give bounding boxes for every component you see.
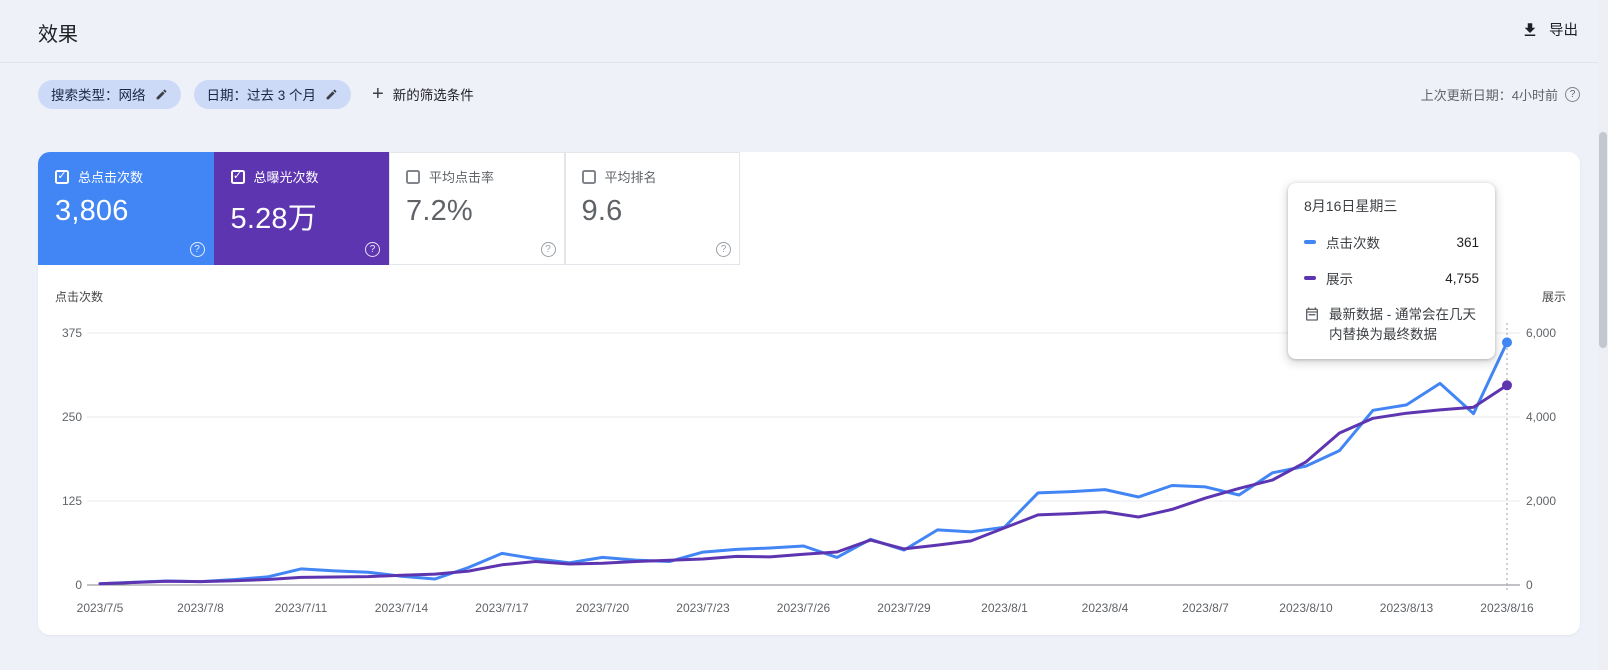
right-tick-label: 2,000: [1526, 494, 1556, 508]
performance-chart[interactable]: 0 125 250 375 0 2,000 4,000 6,000 2023/7/5 2023/7…: [38, 152, 1580, 635]
filter-chip-search-type[interactable]: 搜索类型：网络: [38, 79, 181, 109]
calendar-icon: [1304, 305, 1320, 344]
x-tick-label: 2023/8/13: [1380, 601, 1434, 615]
export-button[interactable]: 导出: [1521, 19, 1578, 40]
checkbox-total-impressions[interactable]: ✓: [230, 169, 245, 184]
card-average-ctr[interactable]: 平均点击率 7.2% ?: [389, 152, 565, 265]
question-circle-icon[interactable]: ?: [365, 242, 380, 257]
filter-chip-date-range[interactable]: 日期：过去 3 个月: [193, 79, 352, 109]
x-tick-label: 2023/8/4: [1082, 601, 1129, 615]
card-total-impressions[interactable]: ✓ 总曝光次数 5.28万 ?: [213, 152, 389, 265]
checkbox-average-ctr[interactable]: [406, 169, 420, 184]
x-tick-label: 2023/8/1: [981, 601, 1028, 615]
vertical-scrollbar[interactable]: [1598, 0, 1608, 670]
download-icon: [1521, 21, 1539, 39]
x-tick-label: 2023/7/5: [77, 601, 124, 615]
card-value: 9.6: [581, 195, 623, 227]
export-label: 导出: [1549, 23, 1578, 39]
question-circle-icon[interactable]: ?: [1565, 86, 1580, 102]
card-average-position[interactable]: 平均排名 9.6 ?: [564, 152, 740, 265]
chip-label: 日期：过去 3 个月: [206, 88, 317, 103]
filter-row: 搜索类型：网络 日期：过去 3 个月 + 新的筛选条件 上次更新日期：4小时前 …: [38, 79, 1580, 109]
card-value: 7.2%: [406, 195, 473, 227]
left-tick-label: 375: [62, 326, 82, 340]
metric-cards: ✓ 总点击次数 3,806 ? ✓ 总曝光次数 5.28万 ? 平均点击率 7.…: [38, 152, 740, 265]
hover-dot: [1502, 337, 1512, 348]
x-tick-label: 2023/7/14: [375, 601, 429, 615]
card-label: 总曝光次数: [253, 170, 319, 185]
card-label: 平均点击率: [429, 170, 495, 185]
left-tick-label: 125: [62, 494, 82, 508]
left-tick-label: 0: [75, 578, 82, 592]
question-circle-icon[interactable]: ?: [189, 242, 205, 257]
x-tick-label: 2023/8/16: [1480, 601, 1534, 615]
impressions-legend-dash: [1304, 276, 1316, 280]
clicks-line: [98, 340, 1509, 586]
x-tick-label: 2023/8/10: [1279, 601, 1333, 615]
x-tick-label: 2023/7/17: [475, 601, 529, 615]
tooltip-note: 最新数据 - 通常会在几天内替换为最终数据: [1304, 305, 1479, 344]
card-label: 总点击次数: [78, 170, 144, 185]
header-divider: [0, 62, 1608, 63]
x-tick-label: 2023/7/20: [576, 601, 630, 615]
x-tick-label: 2023/7/26: [777, 601, 831, 615]
card-value: 3,806: [55, 195, 129, 227]
tooltip-date: 8月16日星期三: [1304, 198, 1398, 214]
x-tick-label: 2023/7/23: [676, 601, 730, 615]
x-tick-label: 2023/8/7: [1182, 601, 1229, 615]
left-axis-title: 点击次数: [55, 290, 104, 304]
new-filter-button[interactable]: + 新的筛选条件: [372, 84, 474, 104]
tooltip-row-impressions: 展示 4,755: [1304, 268, 1479, 288]
impressions-line: [98, 383, 1509, 586]
x-tick-label: 2023/7/8: [177, 601, 224, 615]
right-tick-label: 0: [1526, 578, 1533, 592]
question-circle-icon[interactable]: ?: [716, 242, 731, 257]
hover-dot: [1502, 380, 1512, 391]
last-updated: 上次更新日期：4小时前 ?: [1421, 85, 1580, 104]
last-updated-text: 上次更新日期：4小时前: [1420, 87, 1558, 103]
right-tick-label: 4,000: [1526, 410, 1556, 424]
plus-icon: +: [372, 83, 384, 105]
clicks-legend-dash: [1304, 240, 1316, 244]
checkbox-total-clicks[interactable]: ✓: [55, 169, 69, 184]
scrollbar-thumb[interactable]: [1599, 132, 1607, 348]
pencil-icon: [325, 88, 338, 101]
card-value: 5.28万: [230, 203, 317, 235]
left-tick-label: 250: [62, 410, 82, 424]
question-circle-icon[interactable]: ?: [540, 242, 556, 257]
x-tick-label: 2023/7/29: [877, 601, 931, 615]
right-tick-label: 6,000: [1526, 326, 1556, 340]
card-label: 平均排名: [604, 170, 657, 185]
pencil-icon: [155, 88, 168, 101]
page-title: 效果: [38, 24, 78, 46]
new-filter-label: 新的筛选条件: [392, 88, 474, 103]
tooltip-row-clicks: 点击次数 361: [1304, 232, 1479, 252]
card-total-clicks[interactable]: ✓ 总点击次数 3,806 ?: [38, 152, 214, 265]
checkbox-average-position[interactable]: [581, 169, 596, 184]
x-tick-label: 2023/7/11: [275, 601, 328, 615]
chip-label: 搜索类型：网络: [51, 88, 146, 103]
right-axis-title: 展示: [1541, 290, 1566, 304]
tooltip-note-text: 最新数据 - 通常会在几天内替换为最终数据: [1329, 307, 1476, 342]
chart-tooltip: 8月16日星期三 点击次数 361 展示 4,755 最新数据 - 通常会在几天…: [1288, 183, 1495, 360]
